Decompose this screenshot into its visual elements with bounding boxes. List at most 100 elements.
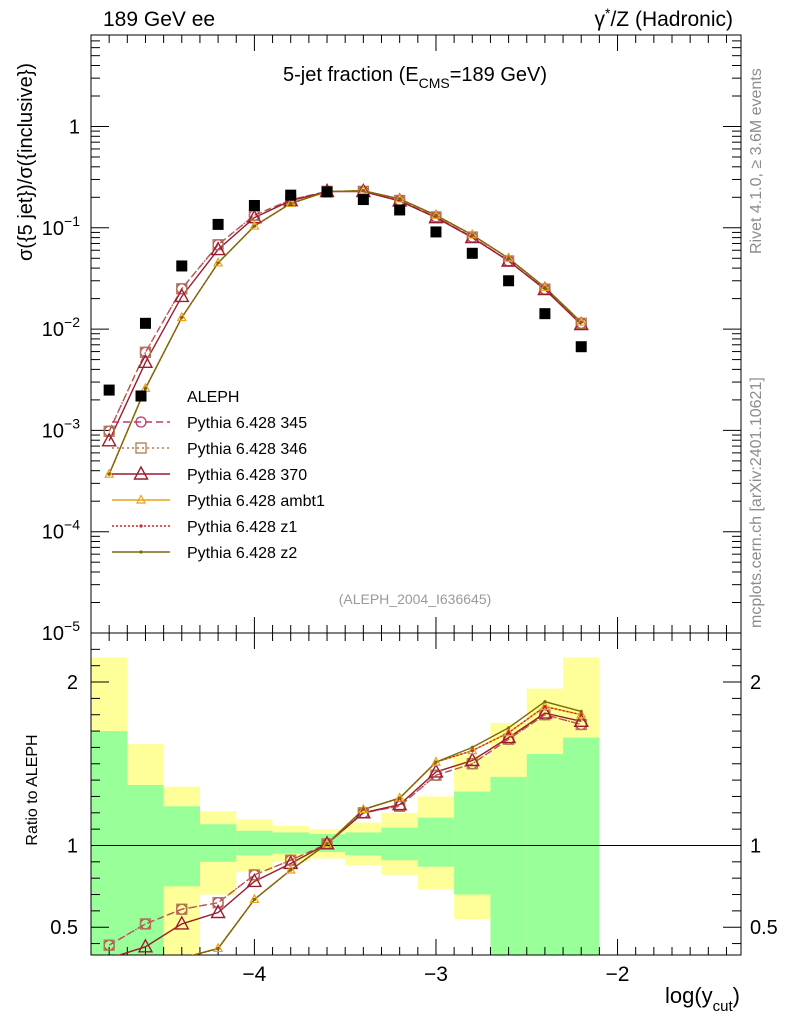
series-marker-ratio — [249, 893, 260, 904]
y-tick-label: 10−1 — [42, 213, 80, 240]
legend: ALEPH Pythia 6.428 345 Pythia 6.428 346 Py… — [112, 389, 325, 562]
ratio-uncertainty-bands — [91, 657, 600, 955]
series-marker-ratio — [174, 915, 190, 930]
aleph-data-point — [285, 189, 297, 201]
energy-label: 189 GeV ee — [103, 8, 215, 31]
series-marker-main — [249, 220, 260, 230]
series-marker-ratio — [579, 713, 583, 717]
green-band-bin — [417, 817, 455, 867]
aleph-data-point — [539, 308, 551, 320]
green-band-bin — [272, 832, 309, 854]
chart-title: 5-jet fraction (ECMS=189 GeV) — [283, 64, 547, 91]
series-marker-main — [212, 239, 224, 251]
y-tick-label: 10−5 — [42, 618, 80, 645]
y-tick-base: 10 — [42, 218, 64, 240]
aleph-data-point — [394, 204, 406, 216]
green-band-bin — [454, 791, 491, 895]
series-marker-ratio — [503, 726, 514, 737]
tick-labels: −4 −3 −210−510−410−310−210−110.5 0.51 12 2 — [42, 116, 778, 986]
series-marker-ratio — [470, 749, 474, 753]
series-marker-ratio — [325, 842, 329, 846]
series-marker-main — [252, 224, 257, 228]
aleph-data-point — [430, 226, 442, 238]
aleph-data-point — [176, 260, 188, 272]
series-marker-main — [137, 353, 154, 369]
legend-marker — [139, 550, 143, 554]
series-marker-ratio — [428, 763, 444, 778]
series-marker-ratio — [139, 918, 152, 930]
series-marker-ratio — [430, 756, 441, 766]
series-marker-ratio — [248, 869, 261, 881]
series-marker-ratio — [176, 903, 188, 915]
y-tick-base: 10 — [42, 319, 64, 341]
series-marker-main — [503, 252, 514, 262]
series-marker-ratio — [361, 807, 365, 812]
series-marker-ratio — [579, 709, 583, 714]
legend-label: Pythia 6.428 z2 — [187, 545, 297, 562]
legend-label: Pythia 6.428 370 — [187, 467, 307, 484]
legend-marker — [135, 416, 147, 428]
green-band-bin — [381, 827, 418, 861]
series-marker-main — [358, 184, 369, 195]
series-marker-ratio — [573, 712, 589, 727]
series-marker-main — [216, 261, 220, 265]
aleph-data-point — [248, 199, 260, 211]
series-marker-ratio — [289, 868, 293, 872]
series-marker-main — [539, 281, 550, 291]
series-marker-main — [176, 311, 187, 322]
series-marker-ratio — [212, 897, 224, 909]
y-tick-base: 10 — [42, 420, 64, 442]
process-label: γ*/Z (Hadronic) — [595, 5, 733, 31]
series-marker-main — [180, 315, 184, 320]
legend-label: Pythia 6.428 345 — [187, 415, 307, 432]
ratio-y-tick-label-left: 1 — [67, 835, 78, 857]
y-tick-label: 10−2 — [42, 314, 80, 341]
y-axis-label: σ({5 jet})/σ({inclusive}) — [15, 63, 37, 261]
main-plot-frame — [90, 34, 742, 634]
series-marker-ratio — [358, 803, 369, 814]
series-marker-ratio — [434, 760, 438, 764]
green-band-bin — [526, 753, 564, 955]
aleph-data-point — [212, 218, 224, 230]
series-marker-ratio — [470, 745, 474, 750]
series-line-ratio — [191, 700, 582, 955]
series-marker-main — [467, 229, 478, 239]
legend-label: Pythia 6.428 ambt1 — [187, 493, 325, 510]
ratio-y-tick-label-left: 0.5 — [50, 917, 78, 939]
x-axis-label: log(ycut) — [665, 983, 740, 1015]
series-marker-ratio — [464, 752, 480, 767]
series-marker-main — [361, 189, 365, 193]
series-marker-main — [101, 432, 117, 447]
series-marker-main — [430, 209, 441, 219]
legend-marker — [135, 442, 147, 454]
y-tick-base: 10 — [42, 522, 64, 544]
series-marker-main — [174, 287, 190, 303]
series-marker-ratio — [216, 946, 220, 951]
legend-marker — [139, 524, 143, 528]
aleph-data-point — [503, 275, 515, 287]
aleph-data-points — [103, 186, 587, 396]
ratio-plot-frame — [90, 632, 742, 956]
aleph-data-point — [139, 317, 151, 329]
series-marker-ratio — [210, 904, 226, 919]
y-tick-exponent: −2 — [64, 314, 80, 330]
ratio-y-tick-label-left: 2 — [67, 672, 78, 694]
series-marker-main — [213, 257, 224, 267]
series-marker-ratio — [319, 835, 335, 850]
series-marker-ratio — [137, 938, 154, 953]
y-tick-label: 1 — [69, 116, 80, 138]
rivet-version-label: Rivet 4.1.0, ≥ 3.6M events — [748, 68, 765, 254]
series-marker-ratio — [394, 792, 405, 802]
series-marker-ratio — [252, 897, 257, 902]
x-tick-label: −4 — [242, 963, 266, 986]
series-marker-main — [470, 233, 474, 237]
series-line-main — [108, 190, 582, 475]
green-band-bin — [199, 824, 237, 862]
series-marker-main — [394, 193, 405, 203]
aleph-data-point — [466, 247, 478, 259]
series-line-main — [108, 190, 582, 432]
aleph-data-point — [575, 341, 587, 353]
green-band-bin — [490, 776, 527, 955]
ratio-y-tick-label-right: 0.5 — [750, 917, 778, 939]
